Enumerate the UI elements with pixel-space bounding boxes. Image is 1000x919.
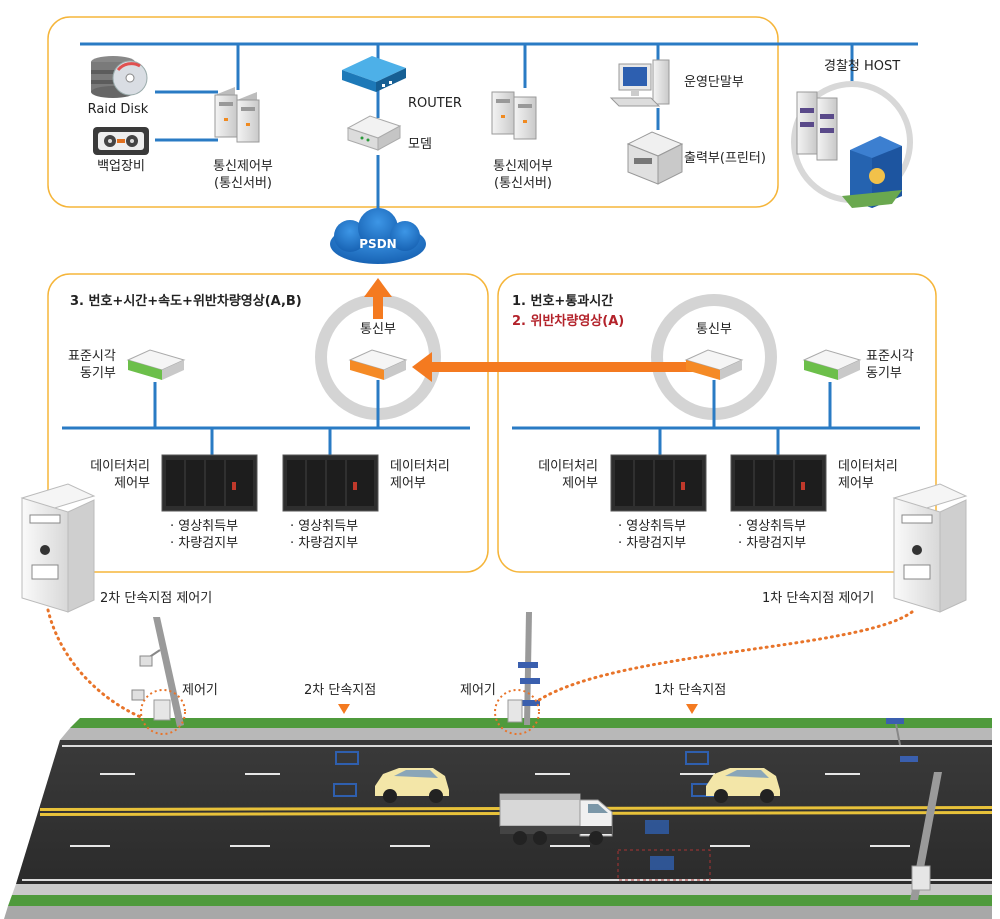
- controller-highlight-1st: [494, 689, 540, 735]
- sub-2nd-right-line1: · 영상취득부: [290, 519, 359, 534]
- psdn-cloud: [330, 208, 426, 264]
- raid-disk-icon: [91, 56, 148, 98]
- time-sync-2nd-icon: [126, 349, 186, 380]
- data-ctrl-2nd-left-label: 데이터처리 제어부: [70, 458, 150, 492]
- panel-1st-line2: 2. 위반차량영상(A): [512, 314, 625, 329]
- point-2nd-label: 2차 단속지점: [304, 683, 377, 698]
- printer-icon: [626, 131, 684, 185]
- transfer-arrow: [412, 352, 700, 382]
- comm-server-left-icon: [214, 87, 260, 143]
- sub-2nd-right-label: · 영상취득부 · 차량검지부: [290, 518, 358, 552]
- road-scene: [4, 718, 992, 919]
- backup-label: 백업장비: [97, 159, 145, 174]
- rack-unit-icon: [730, 454, 827, 512]
- sub-2nd-left-line2: · 차량검지부: [170, 536, 239, 551]
- data-ctrl-2nd-left-line2: 제어부: [114, 476, 150, 491]
- sub-2nd-left-label: · 영상취득부 · 차량검지부: [170, 518, 238, 552]
- operator-terminal-icon: [609, 59, 670, 107]
- police-host-icon: [791, 81, 913, 208]
- network-bus: [80, 42, 918, 228]
- controller-1st-label: 1차 단속지점 제어기: [762, 591, 875, 606]
- pole-1st-icon: [507, 612, 540, 725]
- sub-1st-left-label: · 영상취득부 · 차량검지부: [618, 518, 686, 552]
- sub-1st-left-line1: · 영상취득부: [618, 519, 687, 534]
- controller-2nd-label: 2차 단속지점 제어기: [100, 591, 213, 606]
- data-ctrl-2nd-right-line2: 제어부: [390, 476, 426, 491]
- sub-2nd-left-line1: · 영상취득부: [170, 519, 239, 534]
- comm-server-right-label: 통신제어부 (통신서버): [478, 158, 568, 192]
- controller-cabinet-2nd-icon: [20, 483, 96, 613]
- data-ctrl-1st-left-label: 데이터처리 제어부: [518, 458, 598, 492]
- sub-1st-right-line2: · 차량검지부: [738, 536, 807, 551]
- data-ctrl-1st-right-label: 데이터처리 제어부: [838, 458, 898, 492]
- police-host-label: 경찰청 HOST: [824, 59, 901, 74]
- data-ctrl-1st-right-line1: 데이터처리: [838, 459, 898, 474]
- panel-2nd-title: 3. 번호+시간+속도+위반차량영상(A,B): [70, 294, 302, 309]
- modem-icon: [346, 115, 402, 151]
- car-icon: [375, 768, 449, 803]
- point-1st-marker-icon: [686, 704, 698, 714]
- truck-icon: [499, 793, 613, 845]
- modem-label: 모뎀: [408, 137, 432, 152]
- pole-roadside-icon: [886, 718, 942, 900]
- data-ctrl-1st-left-line1: 데이터처리: [538, 459, 598, 474]
- router-label: ROUTER: [408, 96, 462, 111]
- time-sync-2nd-label: 표준시각 동기부: [68, 348, 116, 382]
- comm-server-left-line2: (통신서버): [214, 176, 272, 191]
- controller-highlight-2nd: [140, 689, 186, 735]
- comm-device-1st-icon: [684, 349, 744, 380]
- upload-arrow: [364, 278, 392, 319]
- link-2nd-dotted: [46, 608, 145, 720]
- point-2nd-marker-icon: [338, 704, 350, 714]
- panel-bus-lines: [62, 380, 920, 455]
- sub-1st-left-line2: · 차량검지부: [618, 536, 687, 551]
- rack-unit-icon: [161, 454, 258, 512]
- data-ctrl-2nd-left-line1: 데이터처리: [90, 459, 150, 474]
- time-sync-1st-icon: [802, 349, 862, 380]
- comm-device-2nd-icon: [348, 349, 408, 380]
- controller-left-label: 제어기: [182, 683, 218, 698]
- raid-disk-label: Raid Disk: [87, 102, 149, 117]
- link-1st-dotted: [537, 610, 914, 702]
- comm-server-right-line1: 통신제어부: [493, 159, 553, 174]
- router-icon: [342, 56, 406, 92]
- comm-server-left-line1: 통신제어부: [213, 159, 273, 174]
- point-1st-label: 1차 단속지점: [654, 683, 727, 698]
- controller-mid-label: 제어기: [460, 683, 496, 698]
- data-ctrl-2nd-right-line1: 데이터처리: [390, 459, 450, 474]
- printer-label: 출력부(프린터): [684, 151, 766, 166]
- car-icon: [706, 768, 780, 803]
- comm-1st-label: 통신부: [696, 322, 732, 337]
- backup-device-icon: [93, 127, 149, 155]
- time-sync-1st-line1: 표준시각: [866, 349, 914, 364]
- sub-1st-right-label: · 영상취득부 · 차량검지부: [738, 518, 806, 552]
- operator-terminal-label: 운영단말부: [684, 75, 744, 90]
- time-sync-2nd-line1: 표준시각: [68, 349, 116, 364]
- sub-1st-right-line1: · 영상취득부: [738, 519, 807, 534]
- data-ctrl-1st-right-line2: 제어부: [838, 476, 874, 491]
- data-ctrl-1st-left-line2: 제어부: [562, 476, 598, 491]
- host-panel: [47, 16, 779, 208]
- controller-cabinet-1st-icon: [892, 483, 968, 613]
- panel-1st-line1: 1. 번호+통과시간: [512, 294, 614, 309]
- comm-server-left-label: 통신제어부 (통신서버): [198, 158, 288, 192]
- comm-2nd-label: 통신부: [360, 322, 396, 337]
- comm-server-right-line2: (통신서버): [494, 176, 552, 191]
- pole-2nd-icon: [131, 617, 184, 727]
- psdn-label: PSDN: [359, 237, 397, 251]
- time-sync-2nd-line2: 동기부: [80, 366, 116, 381]
- rack-unit-icon: [282, 454, 379, 512]
- sub-2nd-right-line2: · 차량검지부: [290, 536, 359, 551]
- data-ctrl-2nd-right-label: 데이터처리 제어부: [390, 458, 450, 492]
- comm-server-right-icon: [491, 91, 537, 140]
- rack-unit-icon: [610, 454, 707, 512]
- time-sync-1st-line2: 동기부: [866, 366, 902, 381]
- time-sync-1st-label: 표준시각 동기부: [866, 348, 914, 382]
